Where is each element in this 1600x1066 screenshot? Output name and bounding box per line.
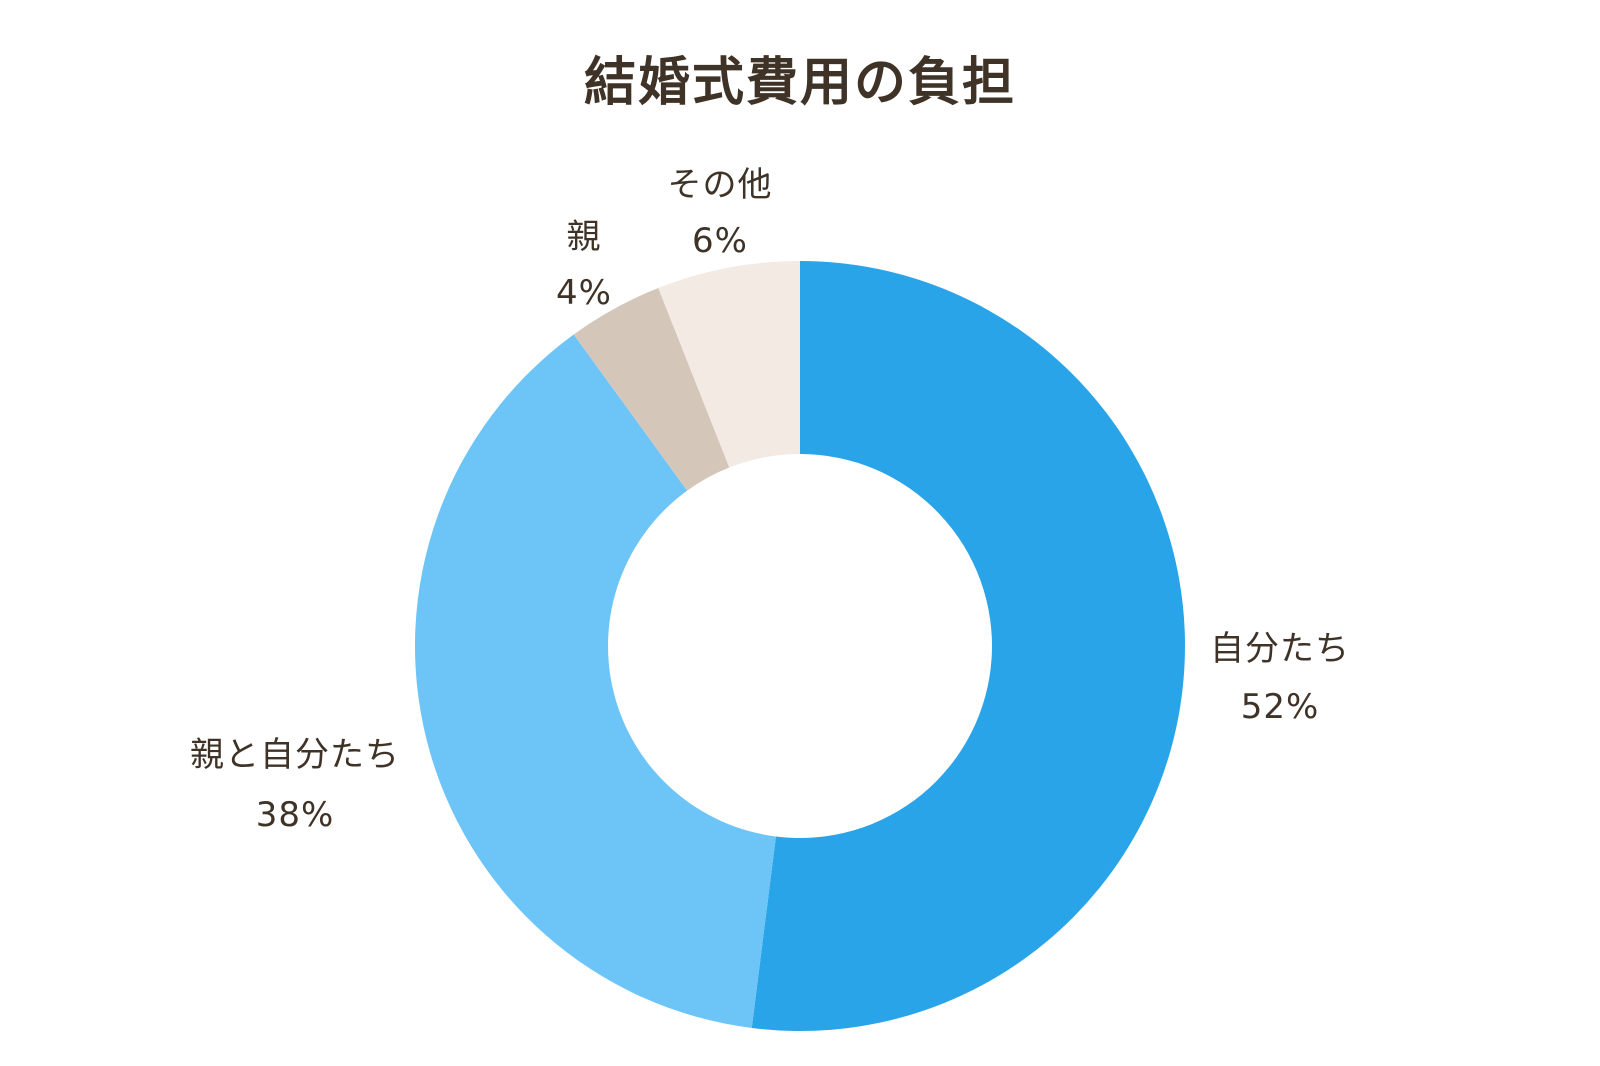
slice-value-4: 6% xyxy=(692,221,748,261)
slice-value-1: 52% xyxy=(1241,687,1320,727)
slice-4 xyxy=(658,261,800,468)
slice-label-4: その他 xyxy=(668,165,773,205)
slice-value-3: 4% xyxy=(556,273,612,313)
slice-label-3: 親 xyxy=(567,217,602,257)
slice-2 xyxy=(415,334,776,1028)
donut-slices xyxy=(415,261,1186,1031)
slice-3 xyxy=(573,288,730,491)
slice-value-2: 38% xyxy=(256,795,335,835)
slice-1 xyxy=(751,261,1186,1031)
slice-label-2: 親と自分たち xyxy=(190,735,400,775)
slice-labels: 自分たち 52% 親と自分たち 38% 親 4% その他 6% xyxy=(190,165,1350,835)
chart-title: 結婚式費用の負担 xyxy=(583,53,1016,113)
slice-label-1: 自分たち xyxy=(1210,629,1350,669)
